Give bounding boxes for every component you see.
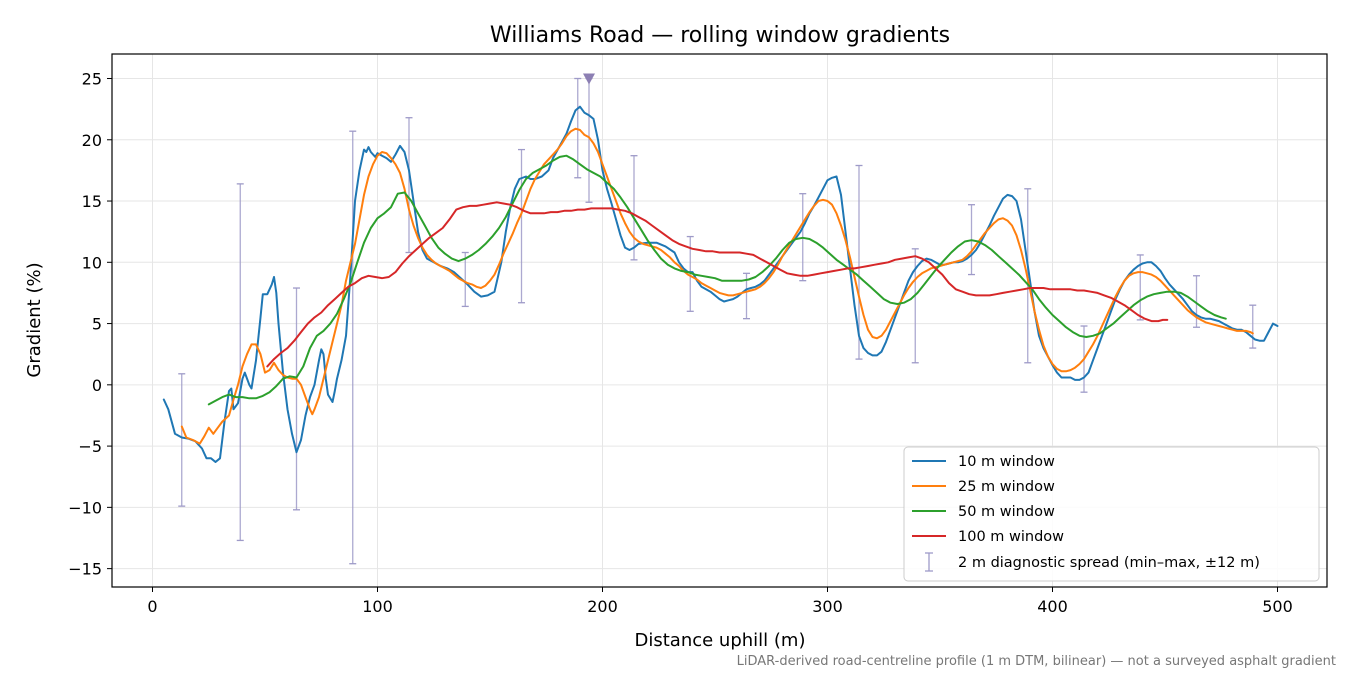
y-tick-label: 20 xyxy=(82,131,102,150)
legend-box xyxy=(903,446,1320,582)
diagnostic-spread-bar xyxy=(236,183,244,542)
y-tick-label: 10 xyxy=(82,253,102,272)
axis-ticks: 0 100 200 300 400 500 −15 −10 −5 0 5 10 15 20 25 xyxy=(68,70,1293,616)
legend-label-100m: 100 m window xyxy=(958,529,1064,545)
series-line-1 xyxy=(162,105,1279,463)
diagnostic-spread-bar xyxy=(293,287,300,511)
legend-label-25m: 25 m window xyxy=(958,479,1055,495)
legend-label-50m: 50 m window xyxy=(958,504,1055,520)
diagnostic-spread-bar xyxy=(574,77,582,179)
diagnostic-spread-bar xyxy=(1249,304,1257,349)
diagnostic-spread-bar xyxy=(855,164,863,360)
footnote: LiDAR-derived road-centreline profile (1… xyxy=(737,654,1336,669)
peak-marker xyxy=(583,73,595,85)
plot-frame xyxy=(111,53,1328,588)
diagnostic-spread-bar xyxy=(1193,275,1200,328)
diagnostic-spread-bar xyxy=(518,148,525,304)
diagnostic-spread-bar xyxy=(461,251,469,308)
diagnostic-spread-bar xyxy=(349,130,357,565)
plot-marks xyxy=(162,73,1279,565)
legend-label-spread: 2 m diagnostic spread (min–max, ±12 m) xyxy=(958,555,1260,571)
x-tick-label: 300 xyxy=(812,597,843,616)
y-tick-label: 15 xyxy=(82,192,102,211)
x-tick-label: 200 xyxy=(587,597,618,616)
x-tick-label: 400 xyxy=(1037,597,1068,616)
diagnostic-spread-bar xyxy=(630,155,638,261)
x-tick-label: 500 xyxy=(1262,597,1293,616)
diagnostic-spread-bar xyxy=(178,373,186,507)
y-tick-label: 0 xyxy=(92,376,102,395)
series-line-4 xyxy=(266,201,1169,368)
legend: 10 m window 25 m window 50 m window 100 … xyxy=(903,446,1320,582)
x-tick-label: 0 xyxy=(147,597,157,616)
y-tick-label: −5 xyxy=(78,437,102,456)
y-tick-label: −15 xyxy=(68,560,102,579)
grid xyxy=(112,54,1327,587)
y-tick-label: −10 xyxy=(68,498,102,517)
legend-label-10m: 10 m window xyxy=(958,454,1055,470)
x-tick-label: 100 xyxy=(362,597,393,616)
y-tick-label: 25 xyxy=(82,70,102,89)
series-line-3 xyxy=(207,154,1227,406)
diagnostic-spread-bar xyxy=(405,117,413,254)
series-line-2 xyxy=(180,127,1254,445)
y-tick-label: 5 xyxy=(92,315,102,334)
x-axis-label: Distance uphill (m) xyxy=(635,630,806,651)
y-axis-label: Gradient (%) xyxy=(24,262,45,377)
legend-errorbar-swatch xyxy=(925,552,933,572)
chart-title: Williams Road — rolling window gradients xyxy=(490,23,950,48)
